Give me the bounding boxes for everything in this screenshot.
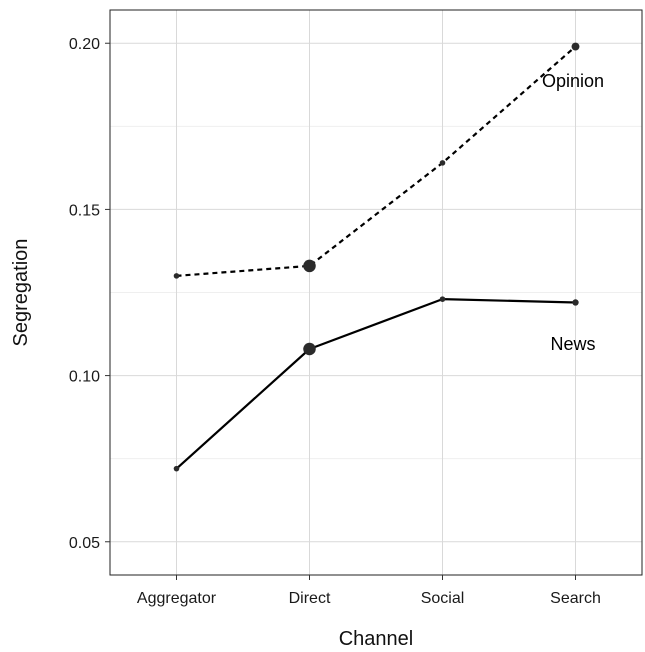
y-tick-label: 0.05 — [69, 535, 100, 552]
series-line-opinion — [176, 45, 577, 277]
x-tick-label: Direct — [289, 590, 331, 607]
series-label-news: News — [550, 334, 595, 354]
series-labels: Opinion News — [542, 71, 604, 354]
y-tick-label: 0.15 — [69, 202, 100, 219]
data-point-opinion — [571, 42, 580, 51]
x-axis-title: Channel — [339, 628, 414, 650]
minor-gridlines — [110, 125, 642, 460]
data-point-opinion — [303, 259, 316, 273]
series-lines — [175, 45, 577, 470]
series-points — [173, 42, 580, 472]
plot-frame — [109, 9, 643, 576]
x-tick-label: Social — [421, 590, 465, 607]
y-tick-label: 0.10 — [69, 369, 100, 386]
data-point-news — [303, 342, 316, 356]
y-tick-label: 0.20 — [69, 36, 100, 53]
series-label-opinion: Opinion — [542, 71, 604, 91]
x-axis-ticks: Aggregator Direct Social Search — [137, 575, 601, 607]
data-point-opinion — [173, 273, 180, 279]
x-tick-label: Aggregator — [137, 590, 217, 607]
y-axis-title: Segregation — [10, 239, 32, 347]
x-tick-label: Search — [550, 590, 601, 607]
data-point-opinion — [439, 160, 446, 166]
data-point-news — [173, 465, 180, 472]
data-point-news — [439, 296, 446, 302]
series-line-news — [175, 298, 576, 470]
y-axis-ticks: 0.05 0.10 0.15 0.20 — [69, 36, 110, 552]
data-point-news — [572, 299, 579, 306]
major-gridlines — [110, 10, 642, 575]
